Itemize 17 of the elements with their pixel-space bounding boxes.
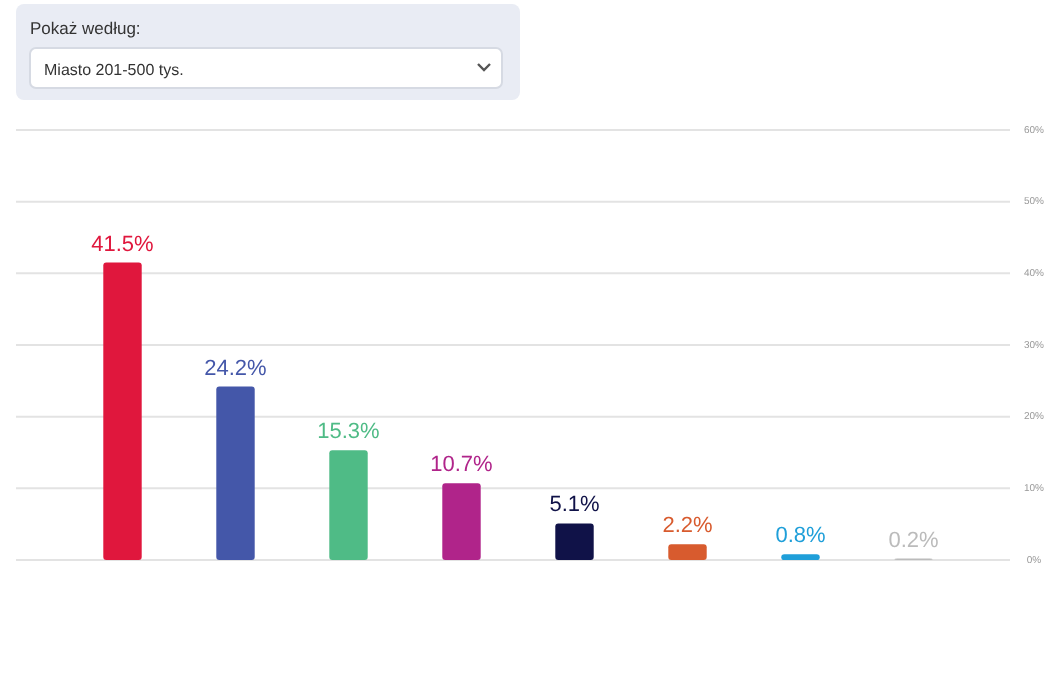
data-label: 0.8% <box>775 524 826 549</box>
data-label: 0.2% <box>888 528 939 553</box>
bar <box>781 554 820 560</box>
chart-title: Pokaż według: <box>30 18 141 38</box>
data-label: 24.2% <box>204 356 268 381</box>
bar <box>555 523 594 560</box>
bar <box>216 386 255 560</box>
bar <box>103 262 142 560</box>
data-label: 41.5% <box>91 232 155 257</box>
bar <box>442 483 481 560</box>
bar <box>329 450 368 560</box>
data-label: 10.7% <box>430 453 494 478</box>
data-label: 5.1% <box>549 493 600 518</box>
data-label: 15.3% <box>317 420 381 445</box>
data-label: 2.2% <box>662 514 713 539</box>
chart-subtitle: Miasto 201-500 tys. <box>44 61 184 79</box>
bar <box>668 544 707 560</box>
